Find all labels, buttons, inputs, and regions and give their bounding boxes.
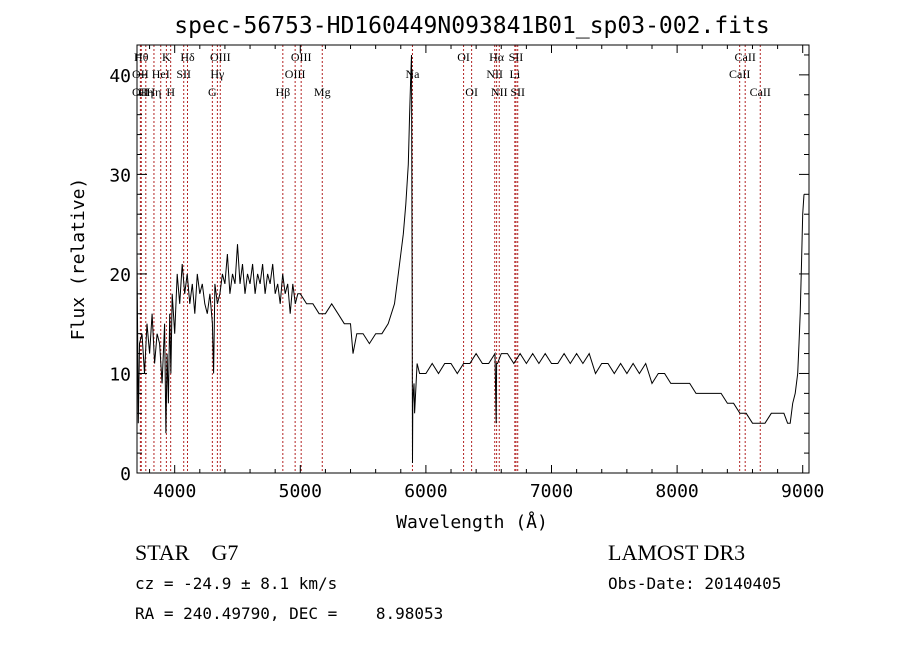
line-mark-label-2: OII xyxy=(132,85,149,99)
line-mark-label-23: Li xyxy=(509,67,520,81)
line-mark-label-17: Na xyxy=(405,67,420,81)
line-mark-label-14: OIII xyxy=(285,67,306,81)
line-mark-label-24: SII xyxy=(509,50,524,64)
line-mark-label-0: Hθ xyxy=(134,50,149,64)
y-axis-label: Flux (relative) xyxy=(68,178,89,341)
line-mark-label-6: K xyxy=(162,50,171,64)
line-mark-label-18: OI xyxy=(457,50,470,64)
line-mark-label-13: Hβ xyxy=(275,85,290,99)
plot-frame xyxy=(136,44,810,474)
line-mark-label-22: NII xyxy=(491,85,508,99)
line-mark-label-19: OI xyxy=(465,85,478,99)
object-class-text: STAR G7 xyxy=(135,540,238,565)
plot-border xyxy=(136,44,810,474)
y-axis: 0 10 20 30 40 xyxy=(109,54,809,485)
coordinates-text: RA = 240.49790, DEC = 8.98053 xyxy=(135,604,443,623)
survey-text: LAMOST DR3 xyxy=(608,540,745,565)
line-mark-label-27: CaII xyxy=(735,50,756,64)
chart-title: spec-56753-HD160449N093841B01_sp03-002.f… xyxy=(174,13,769,39)
y-tick-label-2: 20 xyxy=(109,265,131,286)
line-mark-label-3: Hη xyxy=(138,85,153,99)
y-tick-label-1: 10 xyxy=(109,364,131,385)
line-mark-label-25: SII xyxy=(510,85,525,99)
x-axis: 4000 5000 6000 7000 8000 9000 xyxy=(149,45,824,502)
x-tick-label-0: 4000 xyxy=(153,481,196,502)
y-tick-label-3: 30 xyxy=(109,165,131,186)
line-mark-label-28: CaII xyxy=(750,85,771,99)
line-mark-label-8: SII xyxy=(176,67,191,81)
line-mark-label-10: G xyxy=(208,85,217,99)
y-tick-label-4: 40 xyxy=(109,66,131,87)
x-tick-label-1: 5000 xyxy=(279,481,322,502)
line-mark-label-12: OIII xyxy=(210,50,231,64)
line-marks xyxy=(139,45,761,473)
line-mark-label-4: Hη xyxy=(146,85,161,99)
line-mark-label-15: OIII xyxy=(291,50,312,64)
y-tick-label-0: 0 xyxy=(120,464,131,485)
line-mark-label-11: Hγ xyxy=(210,67,225,81)
redshift-text: cz = -24.9 ± 8.1 km/s xyxy=(135,574,337,593)
x-axis-label: Wavelength (Å) xyxy=(396,511,548,533)
x-tick-label-3: 7000 xyxy=(530,481,573,502)
line-mark-label-26: CaII xyxy=(729,67,750,81)
obs-date-text: Obs-Date: 20140405 xyxy=(608,574,781,593)
x-tick-label-4: 8000 xyxy=(655,481,698,502)
line-mark-label-20: NII xyxy=(486,67,503,81)
line-mark-labels: HθOIIOIIHηHηHeIKHSIIHδGHγOIIIHβOIIIOIIIM… xyxy=(132,50,771,99)
line-mark-label-5: HeI xyxy=(152,67,170,81)
line-mark-label-16: Mg xyxy=(314,85,331,99)
line-mark-label-21: Hα xyxy=(489,50,505,64)
line-mark-label-9: Hδ xyxy=(180,50,195,64)
x-tick-label-5: 9000 xyxy=(781,481,824,502)
line-mark-label-7: H xyxy=(166,85,175,99)
line-mark-label-1: OII xyxy=(132,67,149,81)
x-tick-label-2: 6000 xyxy=(404,481,447,502)
flux-series-line xyxy=(136,54,805,464)
